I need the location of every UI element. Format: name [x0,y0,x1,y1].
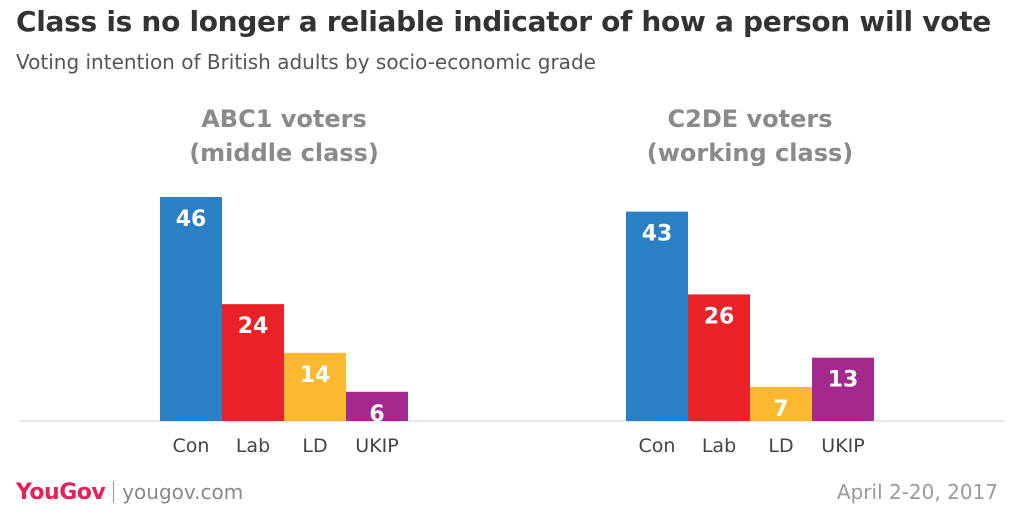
footer: YouGov yougov.com [16,478,243,506]
category-label: LD [768,435,793,457]
bar-lab [688,294,750,421]
bar-value-label: 24 [238,314,269,339]
yougov-logo: YouGov [16,479,106,505]
bar-value-label: 26 [704,304,735,329]
category-label: Con [639,435,676,457]
bar-value-label: 46 [176,207,207,232]
bar-ukip [346,391,408,421]
bar-ld [750,386,812,421]
bar-value-label: 43 [642,222,673,247]
survey-date: April 2-20, 2017 [836,480,998,504]
bar-value-label: 7 [773,397,788,422]
category-label: UKIP [821,435,864,457]
panel-title-line: C2DE voters [668,105,833,133]
site-link[interactable]: yougov.com [122,480,244,504]
footer-divider [113,481,115,503]
category-label: Lab [236,435,270,457]
bar-value-label: 13 [828,368,859,393]
chart-title: Class is no longer a reliable indicator … [16,5,991,38]
bar-value-label: 14 [300,363,331,388]
bar-value-label: 6 [369,402,384,427]
chart-subtitle: Voting intention of British adults by so… [16,50,596,74]
panel-title-line: (middle class) [189,139,379,167]
bar-ukip [812,357,874,421]
chart-panel-1: ABC1 voters (middle class) 46 Con 24 Lab 14 LD 6… [160,105,408,457]
bar-ld [284,352,346,421]
category-label: UKIP [355,435,398,457]
category-label: LD [302,435,327,457]
bar-con [160,197,222,421]
bar-con [626,211,688,421]
chart-panel-2: C2DE voters (working class) 43 Con 26 Lab 7 LD 1… [626,105,874,457]
category-label: Con [173,435,210,457]
bar-lab [222,304,284,421]
category-label: Lab [702,435,736,457]
panel-title-line: (working class) [647,139,853,167]
panel-title-line: ABC1 voters [201,105,367,133]
